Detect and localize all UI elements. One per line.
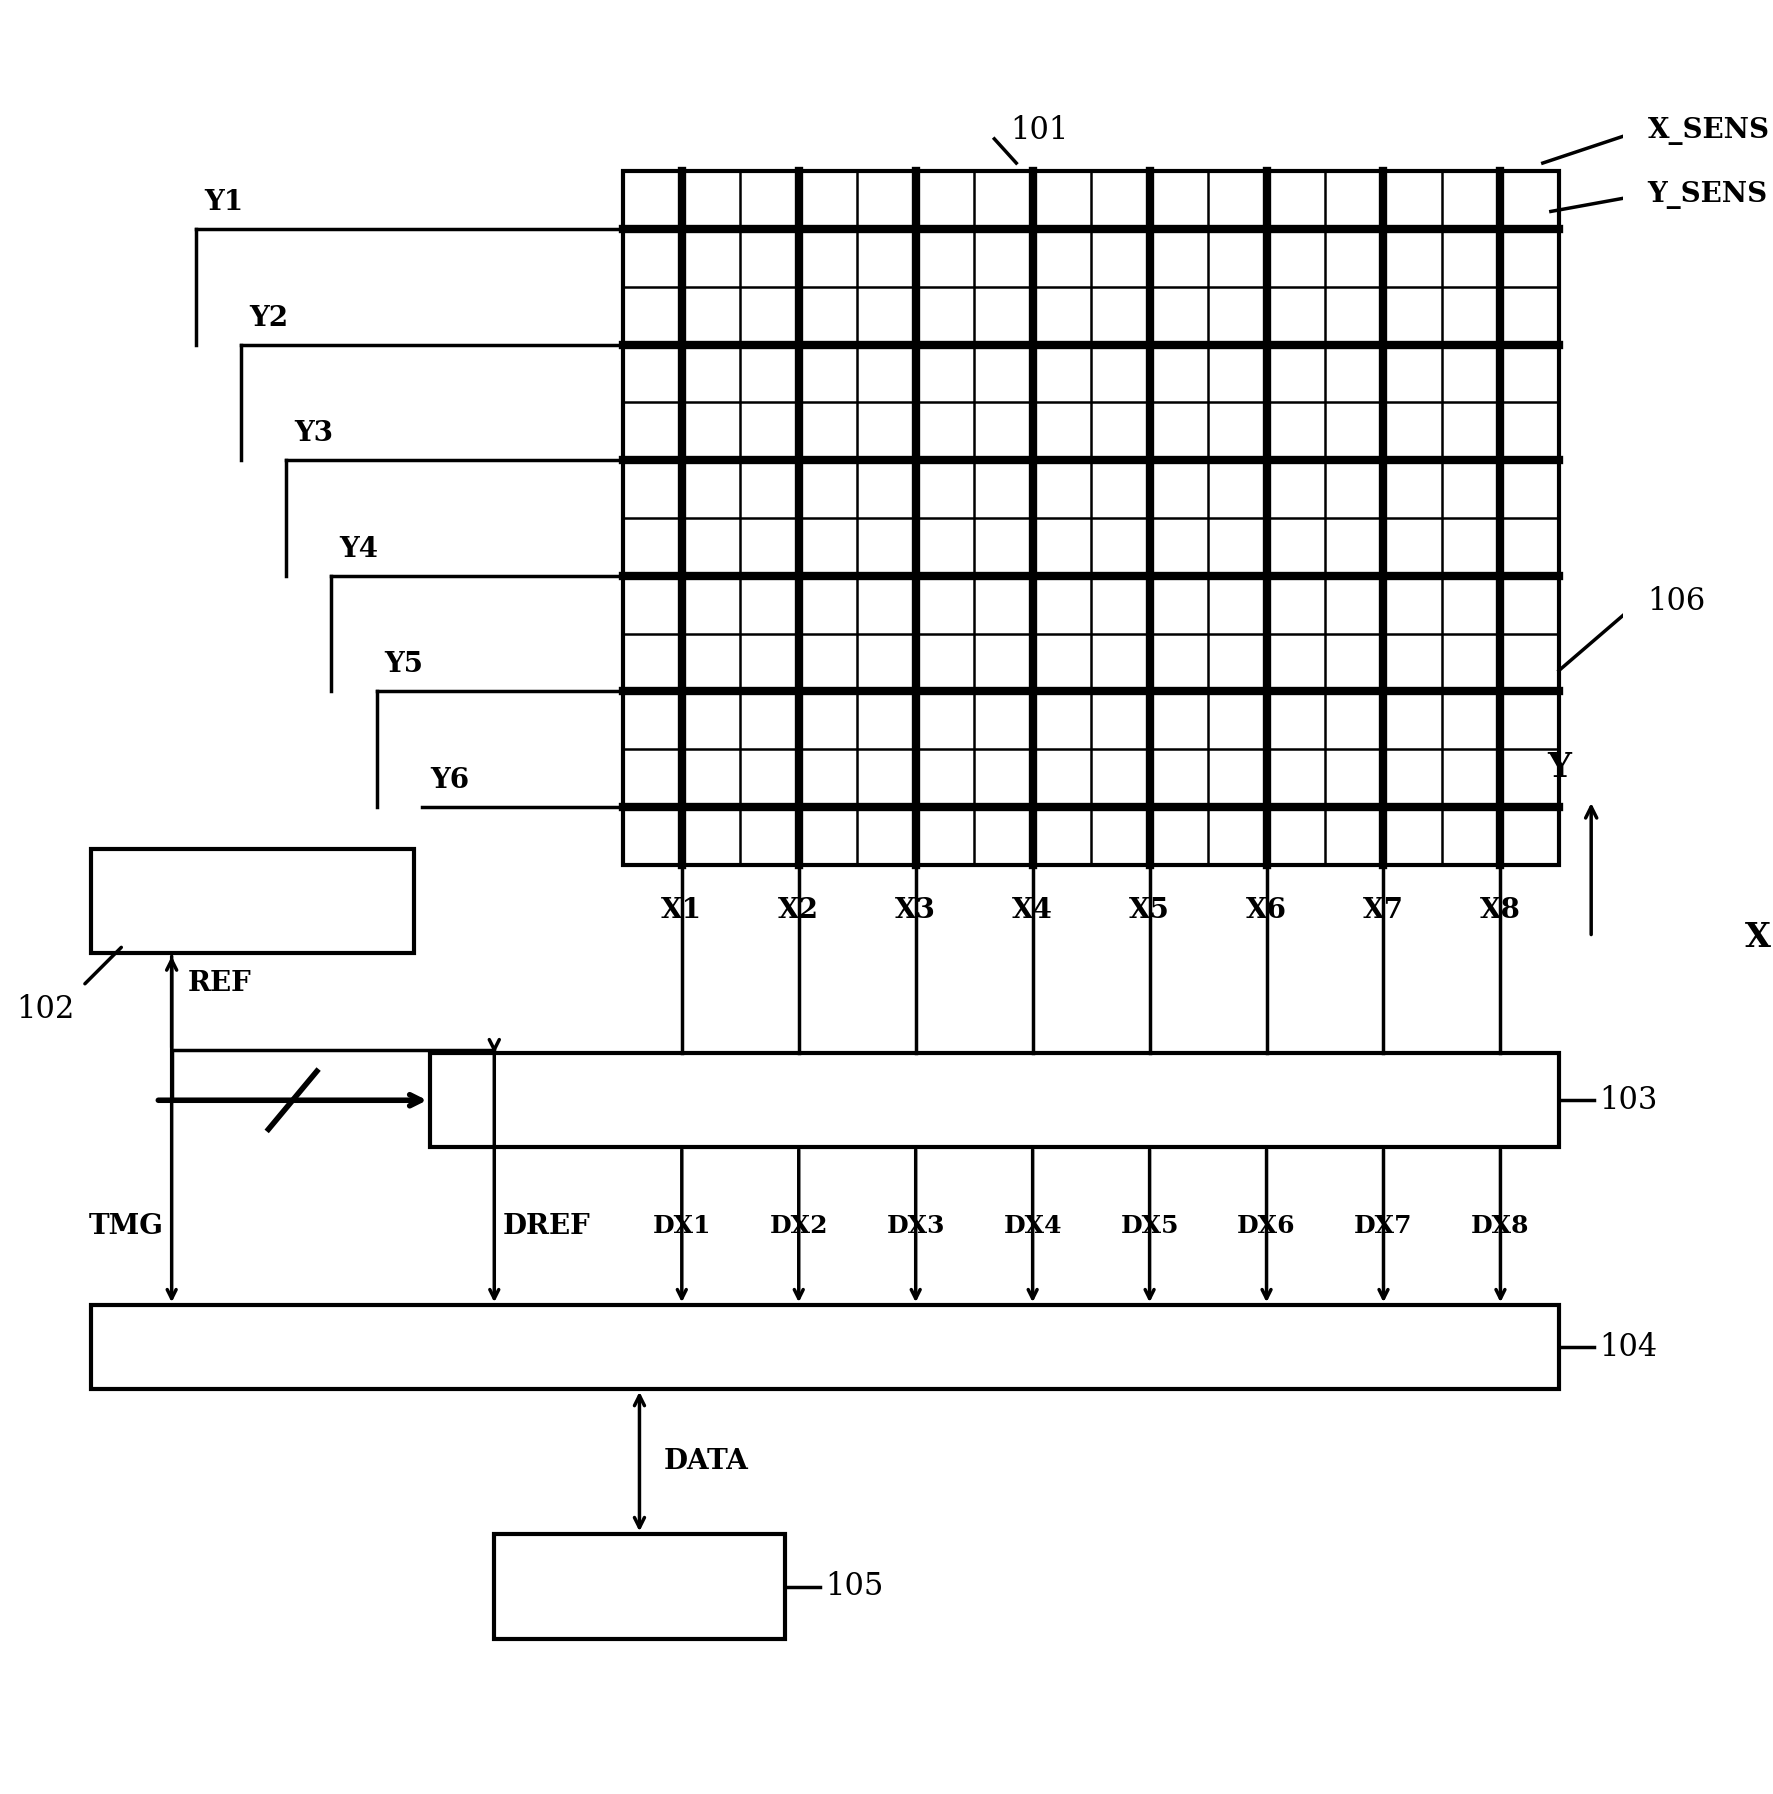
Text: X8: X8 <box>1480 897 1521 924</box>
Text: Y4: Y4 <box>339 536 378 563</box>
Text: DX4: DX4 <box>1004 1215 1062 1238</box>
Text: DX3: DX3 <box>886 1215 945 1238</box>
Text: Y6: Y6 <box>429 768 468 795</box>
Text: Y: Y <box>1546 752 1571 784</box>
Text: 105: 105 <box>824 1572 883 1602</box>
Text: DX5: DX5 <box>1121 1215 1179 1238</box>
Text: 104: 104 <box>1599 1331 1658 1363</box>
Text: X2: X2 <box>778 897 819 924</box>
Text: DX8: DX8 <box>1472 1215 1530 1238</box>
Text: DX7: DX7 <box>1355 1215 1413 1238</box>
Text: Y2: Y2 <box>248 305 289 332</box>
Text: X3: X3 <box>895 897 936 924</box>
Text: X1: X1 <box>661 897 702 924</box>
Text: 106: 106 <box>1647 585 1706 617</box>
Text: Y1: Y1 <box>204 188 243 215</box>
Text: X7: X7 <box>1363 897 1404 924</box>
Text: DATA: DATA <box>663 1448 748 1475</box>
Text: DX6: DX6 <box>1238 1215 1296 1238</box>
Text: DX2: DX2 <box>769 1215 828 1238</box>
Text: DX1: DX1 <box>652 1215 711 1238</box>
Text: 101: 101 <box>1011 115 1069 147</box>
Text: REF: REF <box>188 969 252 997</box>
Bar <box>90 849 413 953</box>
Text: X: X <box>1745 920 1771 954</box>
Text: DREF: DREF <box>502 1213 590 1240</box>
Bar <box>624 170 1558 865</box>
Text: Y_SENS: Y_SENS <box>1647 181 1768 210</box>
Text: Y3: Y3 <box>294 420 333 447</box>
Bar <box>495 1534 785 1640</box>
Text: 102: 102 <box>16 994 74 1024</box>
Text: X6: X6 <box>1246 897 1287 924</box>
Text: Y5: Y5 <box>385 651 424 678</box>
Text: X_SENS: X_SENS <box>1647 117 1769 145</box>
Text: X5: X5 <box>1129 897 1170 924</box>
Text: X4: X4 <box>1012 897 1053 924</box>
Text: TMG: TMG <box>89 1213 163 1240</box>
Bar <box>90 1304 1558 1389</box>
Text: 103: 103 <box>1599 1085 1658 1116</box>
Bar <box>429 1053 1558 1146</box>
